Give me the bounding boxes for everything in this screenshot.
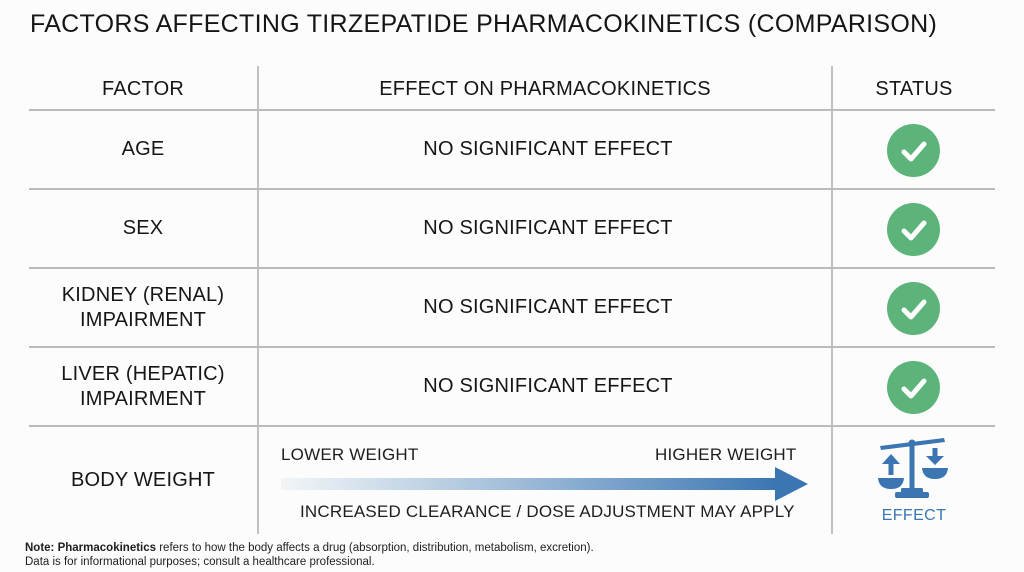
effect-cell: NO SIGNIFICANT EFFECT (423, 296, 673, 318)
factor-cell: BODY WEIGHT (29, 427, 257, 534)
header-divider (29, 109, 995, 111)
footnote-line2: Data is for informational purposes; cons… (25, 556, 375, 568)
factor-label-line1: LIVER (HEPATIC) (61, 362, 225, 385)
note-term: Pharmacokinetics (57, 542, 157, 554)
factor-cell: SEX (29, 190, 257, 267)
check-icon (887, 361, 940, 414)
factor-cell: LIVER (HEPATIC) IMPAIRMENT (29, 348, 257, 425)
row-divider (29, 346, 995, 348)
page-title: FACTORS AFFECTING TIRZEPATIDE PHARMACOKI… (30, 10, 938, 38)
factor-label-line2: IMPAIRMENT (79, 387, 207, 410)
weight-gradient-arrow (281, 467, 808, 501)
footnote-line1: Note: Pharmacokinetics refers to how the… (25, 541, 594, 555)
factor-cell: AGE (29, 111, 257, 188)
arrow-caption: INCREASED CLEARANCE / DOSE ADJUSTMENT MA… (300, 502, 795, 521)
lower-weight-label: LOWER WEIGHT (281, 445, 419, 464)
factor-cell: KIDNEY (RENAL) IMPAIRMENT (29, 269, 257, 346)
column-divider-2 (831, 66, 833, 534)
effect-cell: NO SIGNIFICANT EFFECT (423, 217, 673, 239)
column-divider-1 (257, 66, 259, 534)
header-status: STATUS (875, 77, 953, 100)
effect-cell: NO SIGNIFICANT EFFECT (423, 375, 673, 397)
balance-scale-icon (878, 438, 948, 498)
row-divider (29, 188, 995, 190)
note-prefix: Note: (25, 542, 55, 554)
row-divider (29, 425, 995, 427)
factor-label: SEX (122, 217, 164, 239)
header-effect: EFFECT ON PHARMACOKINETICS (379, 77, 711, 100)
footnote: Note: Pharmacokinetics refers to how the… (25, 541, 594, 569)
factor-label: AGE (121, 138, 165, 160)
factor-label-line2: IMPAIRMENT (79, 308, 207, 331)
factor-label-line1: KIDNEY (RENAL) (61, 283, 225, 306)
row-divider (29, 267, 995, 269)
factor-label: BODY WEIGHT (70, 469, 216, 491)
note-definition: refers to how the body affects a drug (a… (156, 542, 594, 554)
check-icon (887, 124, 940, 177)
check-icon (887, 203, 940, 256)
effect-cell: NO SIGNIFICANT EFFECT (423, 138, 673, 160)
higher-weight-label: HIGHER WEIGHT (655, 445, 797, 464)
check-icon (887, 282, 940, 335)
header-factor: FACTOR (102, 77, 184, 100)
effect-status-label: EFFECT (881, 507, 947, 524)
